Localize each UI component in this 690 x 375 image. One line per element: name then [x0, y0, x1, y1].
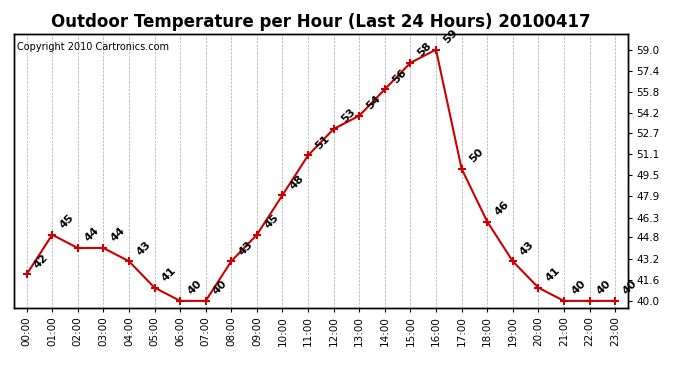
Text: 40: 40: [186, 279, 204, 297]
Text: 40: 40: [595, 279, 613, 297]
Text: 56: 56: [391, 67, 408, 85]
Text: 46: 46: [493, 199, 511, 217]
Text: 40: 40: [621, 279, 639, 297]
Text: Copyright 2010 Cartronics.com: Copyright 2010 Cartronics.com: [17, 42, 169, 52]
Text: 41: 41: [544, 266, 562, 284]
Text: 42: 42: [32, 252, 50, 270]
Text: 59: 59: [442, 27, 460, 45]
Text: 41: 41: [160, 266, 178, 284]
Text: 40: 40: [211, 279, 229, 297]
Text: 45: 45: [262, 213, 280, 231]
Text: 43: 43: [135, 239, 152, 257]
Text: 54: 54: [365, 93, 383, 112]
Text: 51: 51: [314, 133, 332, 151]
Text: 44: 44: [83, 226, 101, 244]
Text: 58: 58: [416, 41, 434, 58]
Text: 43: 43: [237, 239, 255, 257]
Text: 45: 45: [58, 213, 76, 231]
Text: 43: 43: [518, 239, 536, 257]
Title: Outdoor Temperature per Hour (Last 24 Hours) 20100417: Outdoor Temperature per Hour (Last 24 Ho…: [51, 13, 591, 31]
Text: 40: 40: [569, 279, 587, 297]
Text: 50: 50: [467, 147, 485, 165]
Text: 44: 44: [109, 226, 127, 244]
Text: 48: 48: [288, 173, 306, 191]
Text: 53: 53: [339, 107, 357, 125]
